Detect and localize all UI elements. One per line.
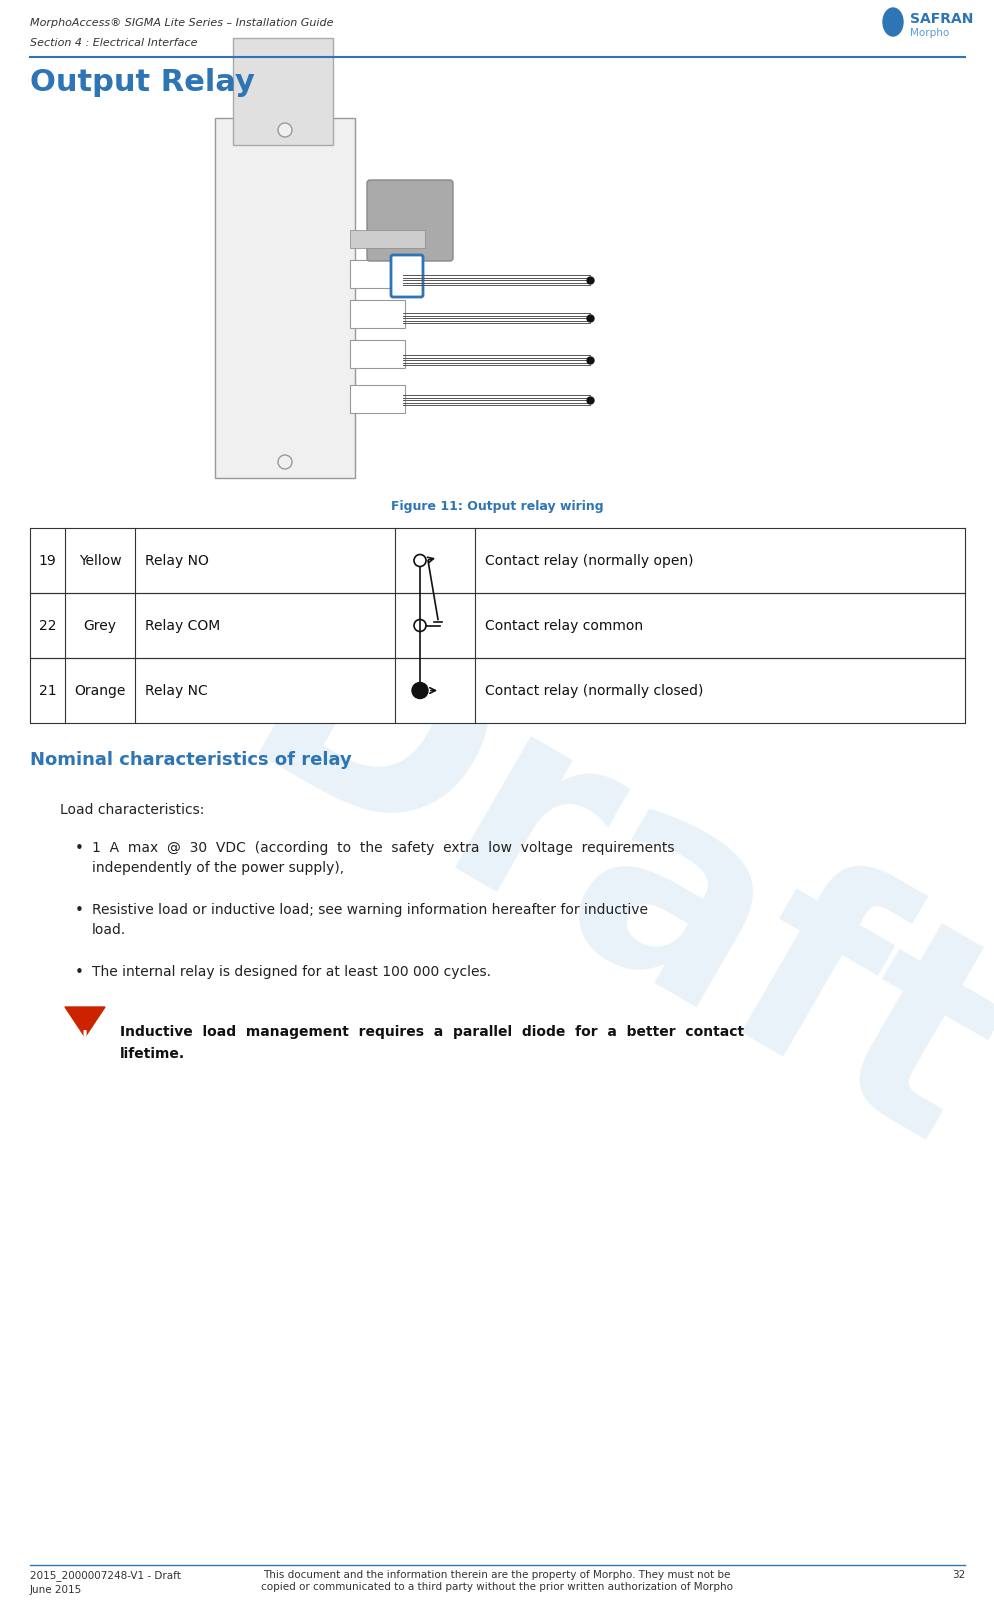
Text: This document and the information therein are the property of Morpho. They must : This document and the information therei…: [261, 1570, 733, 1591]
Circle shape: [414, 619, 426, 631]
Text: !: !: [81, 1030, 89, 1047]
Bar: [30, 658, 965, 722]
Text: MorphoAccess® SIGMA Lite Series – Installation Guide: MorphoAccess® SIGMA Lite Series – Instal…: [30, 18, 334, 27]
Text: Relay COM: Relay COM: [145, 618, 221, 632]
Text: 1  A  max  @  30  VDC  (according  to  the  safety  extra  low  voltage  require: 1 A max @ 30 VDC (according to the safet…: [92, 842, 675, 854]
Text: lifetime.: lifetime.: [120, 1047, 185, 1060]
Bar: [215, 117, 355, 478]
Circle shape: [278, 122, 292, 137]
Bar: [30, 528, 965, 594]
Text: •: •: [75, 903, 83, 919]
Text: •: •: [75, 842, 83, 856]
Text: 2015_2000007248-V1 - Draft: 2015_2000007248-V1 - Draft: [30, 1570, 181, 1582]
Text: 19: 19: [39, 553, 57, 568]
Bar: [350, 385, 405, 414]
Text: Load characteristics:: Load characteristics:: [60, 803, 205, 817]
Text: Contact relay (normally open): Contact relay (normally open): [485, 553, 694, 568]
Text: Inductive  load  management  requires  a  parallel  diode  for  a  better  conta: Inductive load management requires a par…: [120, 1025, 745, 1039]
Circle shape: [412, 682, 428, 698]
Text: Orange: Orange: [75, 684, 125, 697]
Circle shape: [278, 455, 292, 468]
Text: The internal relay is designed for at least 100 000 cycles.: The internal relay is designed for at le…: [92, 965, 491, 978]
Bar: [350, 261, 405, 288]
Bar: [350, 299, 405, 328]
Text: Figure 11: Output relay wiring: Figure 11: Output relay wiring: [391, 500, 603, 513]
Text: 21: 21: [39, 684, 57, 697]
Text: load.: load.: [92, 924, 126, 936]
Text: Grey: Grey: [83, 618, 116, 632]
Text: Resistive load or inductive load; see warning information hereafter for inductiv: Resistive load or inductive load; see wa…: [92, 903, 648, 917]
Text: Draft: Draft: [203, 570, 994, 1208]
Text: Relay NC: Relay NC: [145, 684, 208, 697]
Text: 22: 22: [39, 618, 57, 632]
Text: Contact relay common: Contact relay common: [485, 618, 643, 632]
Polygon shape: [65, 1007, 105, 1036]
Ellipse shape: [883, 8, 903, 35]
Text: 32: 32: [951, 1570, 965, 1580]
Text: Yellow: Yellow: [79, 553, 121, 568]
Text: SAFRAN: SAFRAN: [910, 11, 973, 26]
Text: Contact relay (normally closed): Contact relay (normally closed): [485, 684, 704, 697]
Bar: [350, 230, 425, 248]
Text: •: •: [75, 965, 83, 980]
Bar: [30, 594, 965, 658]
Text: Nominal characteristics of relay: Nominal characteristics of relay: [30, 751, 352, 769]
FancyBboxPatch shape: [391, 254, 423, 298]
Text: independently of the power supply),: independently of the power supply),: [92, 861, 344, 875]
Bar: [350, 339, 405, 368]
Text: Morpho: Morpho: [910, 27, 949, 39]
FancyBboxPatch shape: [367, 180, 453, 261]
Circle shape: [414, 555, 426, 566]
Bar: [233, 39, 333, 145]
Text: Relay NO: Relay NO: [145, 553, 209, 568]
Text: Section 4 : Electrical Interface: Section 4 : Electrical Interface: [30, 39, 198, 48]
Text: June 2015: June 2015: [30, 1585, 83, 1595]
Text: Output Relay: Output Relay: [30, 68, 254, 97]
